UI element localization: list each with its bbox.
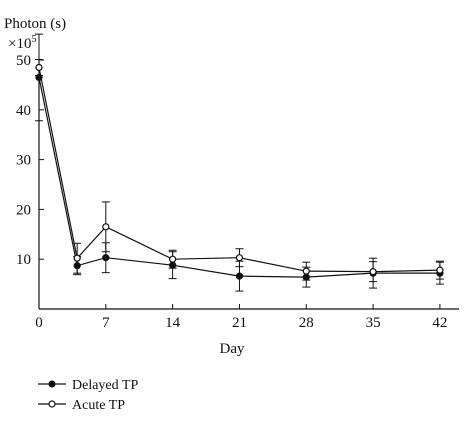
y-axis-multiplier: ×105 [8,34,36,52]
y-tick-label: 10 [16,252,31,268]
x-tick-label: 28 [299,315,314,331]
x-axis-ticks: 0 7 14 21 28 35 42 [35,304,447,331]
x-tick-label: 14 [165,315,181,331]
y-axis-multiplier-exponent: 5 [31,34,36,45]
data-point-acute [169,255,177,263]
data-point-acute [235,254,244,262]
x-tick-label: 42 [432,315,447,331]
data-point-delayed [235,272,244,280]
x-tick-label: 35 [366,315,381,331]
x-axis-label: Day [220,341,245,357]
legend-marker-delayed [48,380,56,388]
series-acute [35,59,444,283]
data-point-acute [302,267,310,275]
series-line-acute [38,67,440,273]
data-point-delayed [102,254,110,262]
y-tick-label: 50 [16,53,31,69]
data-point-acute [436,266,444,274]
data-point-acute [369,268,377,276]
y-axis-label: Photon (s) [4,16,66,32]
data-point-acute [35,63,43,72]
y-tick-label: 40 [16,103,31,119]
x-tick-label: 0 [35,315,43,331]
y-tick-label: 20 [16,202,31,218]
legend-label-acute: Acute TP [72,398,125,413]
legend-marker-acute [48,400,56,408]
y-axis-ticks: 10 20 30 40 50 [16,53,44,268]
series-line-delayed [38,77,440,278]
x-tick-label: 7 [102,315,110,331]
legend: Delayed TP Acute TP [38,378,138,413]
data-point-acute [102,223,110,231]
legend-label-delayed: Delayed TP [72,378,138,393]
legend-entry-delayed: Delayed TP [38,378,138,393]
x-tick-label: 21 [232,315,247,331]
plot-area [35,33,444,292]
data-point-acute [73,254,81,262]
y-tick-label: 30 [16,153,31,169]
legend-entry-acute: Acute TP [38,398,125,413]
